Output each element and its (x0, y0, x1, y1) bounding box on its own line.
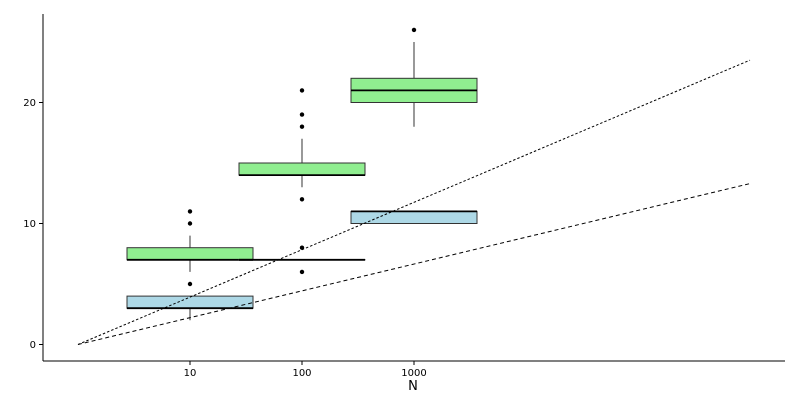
axes: 0 10 20 10 100 1000 (23, 98, 426, 379)
box-series-1-n100 (238, 162, 366, 176)
outlier-series-1-n100-1 (299, 197, 305, 202)
plot-area (77, 27, 751, 345)
outlier-series-1-n10-3 (187, 209, 193, 214)
x-tick-label-10: 10 (184, 368, 197, 379)
box-series-2-n1000 (350, 210, 478, 224)
outlier-series-1-n10-1 (187, 281, 193, 287)
trend-line-series-1 (77, 59, 751, 345)
outlier-series-1-n100-3 (299, 112, 305, 117)
x-axis-title: N (408, 379, 418, 394)
outlier-series-1-n100-4 (299, 88, 305, 93)
y-tick-label-0: 0 (30, 340, 36, 351)
box-series-2-n10 (126, 295, 254, 309)
outlier-series-1-n10-2 (187, 221, 193, 226)
outlier-series-2-n100-1 (299, 269, 305, 275)
outlier-series-1-n1000-1 (411, 27, 417, 33)
x-tick-label-1000: 1000 (401, 368, 426, 379)
x-tick-label-100: 100 (292, 368, 311, 379)
outlier-series-1-n100-2 (299, 124, 305, 129)
box-series-1-n10 (126, 247, 254, 261)
trend-line-series-2 (77, 183, 751, 345)
y-tick-label-20: 20 (23, 98, 36, 109)
y-tick-label-10: 10 (23, 219, 36, 230)
